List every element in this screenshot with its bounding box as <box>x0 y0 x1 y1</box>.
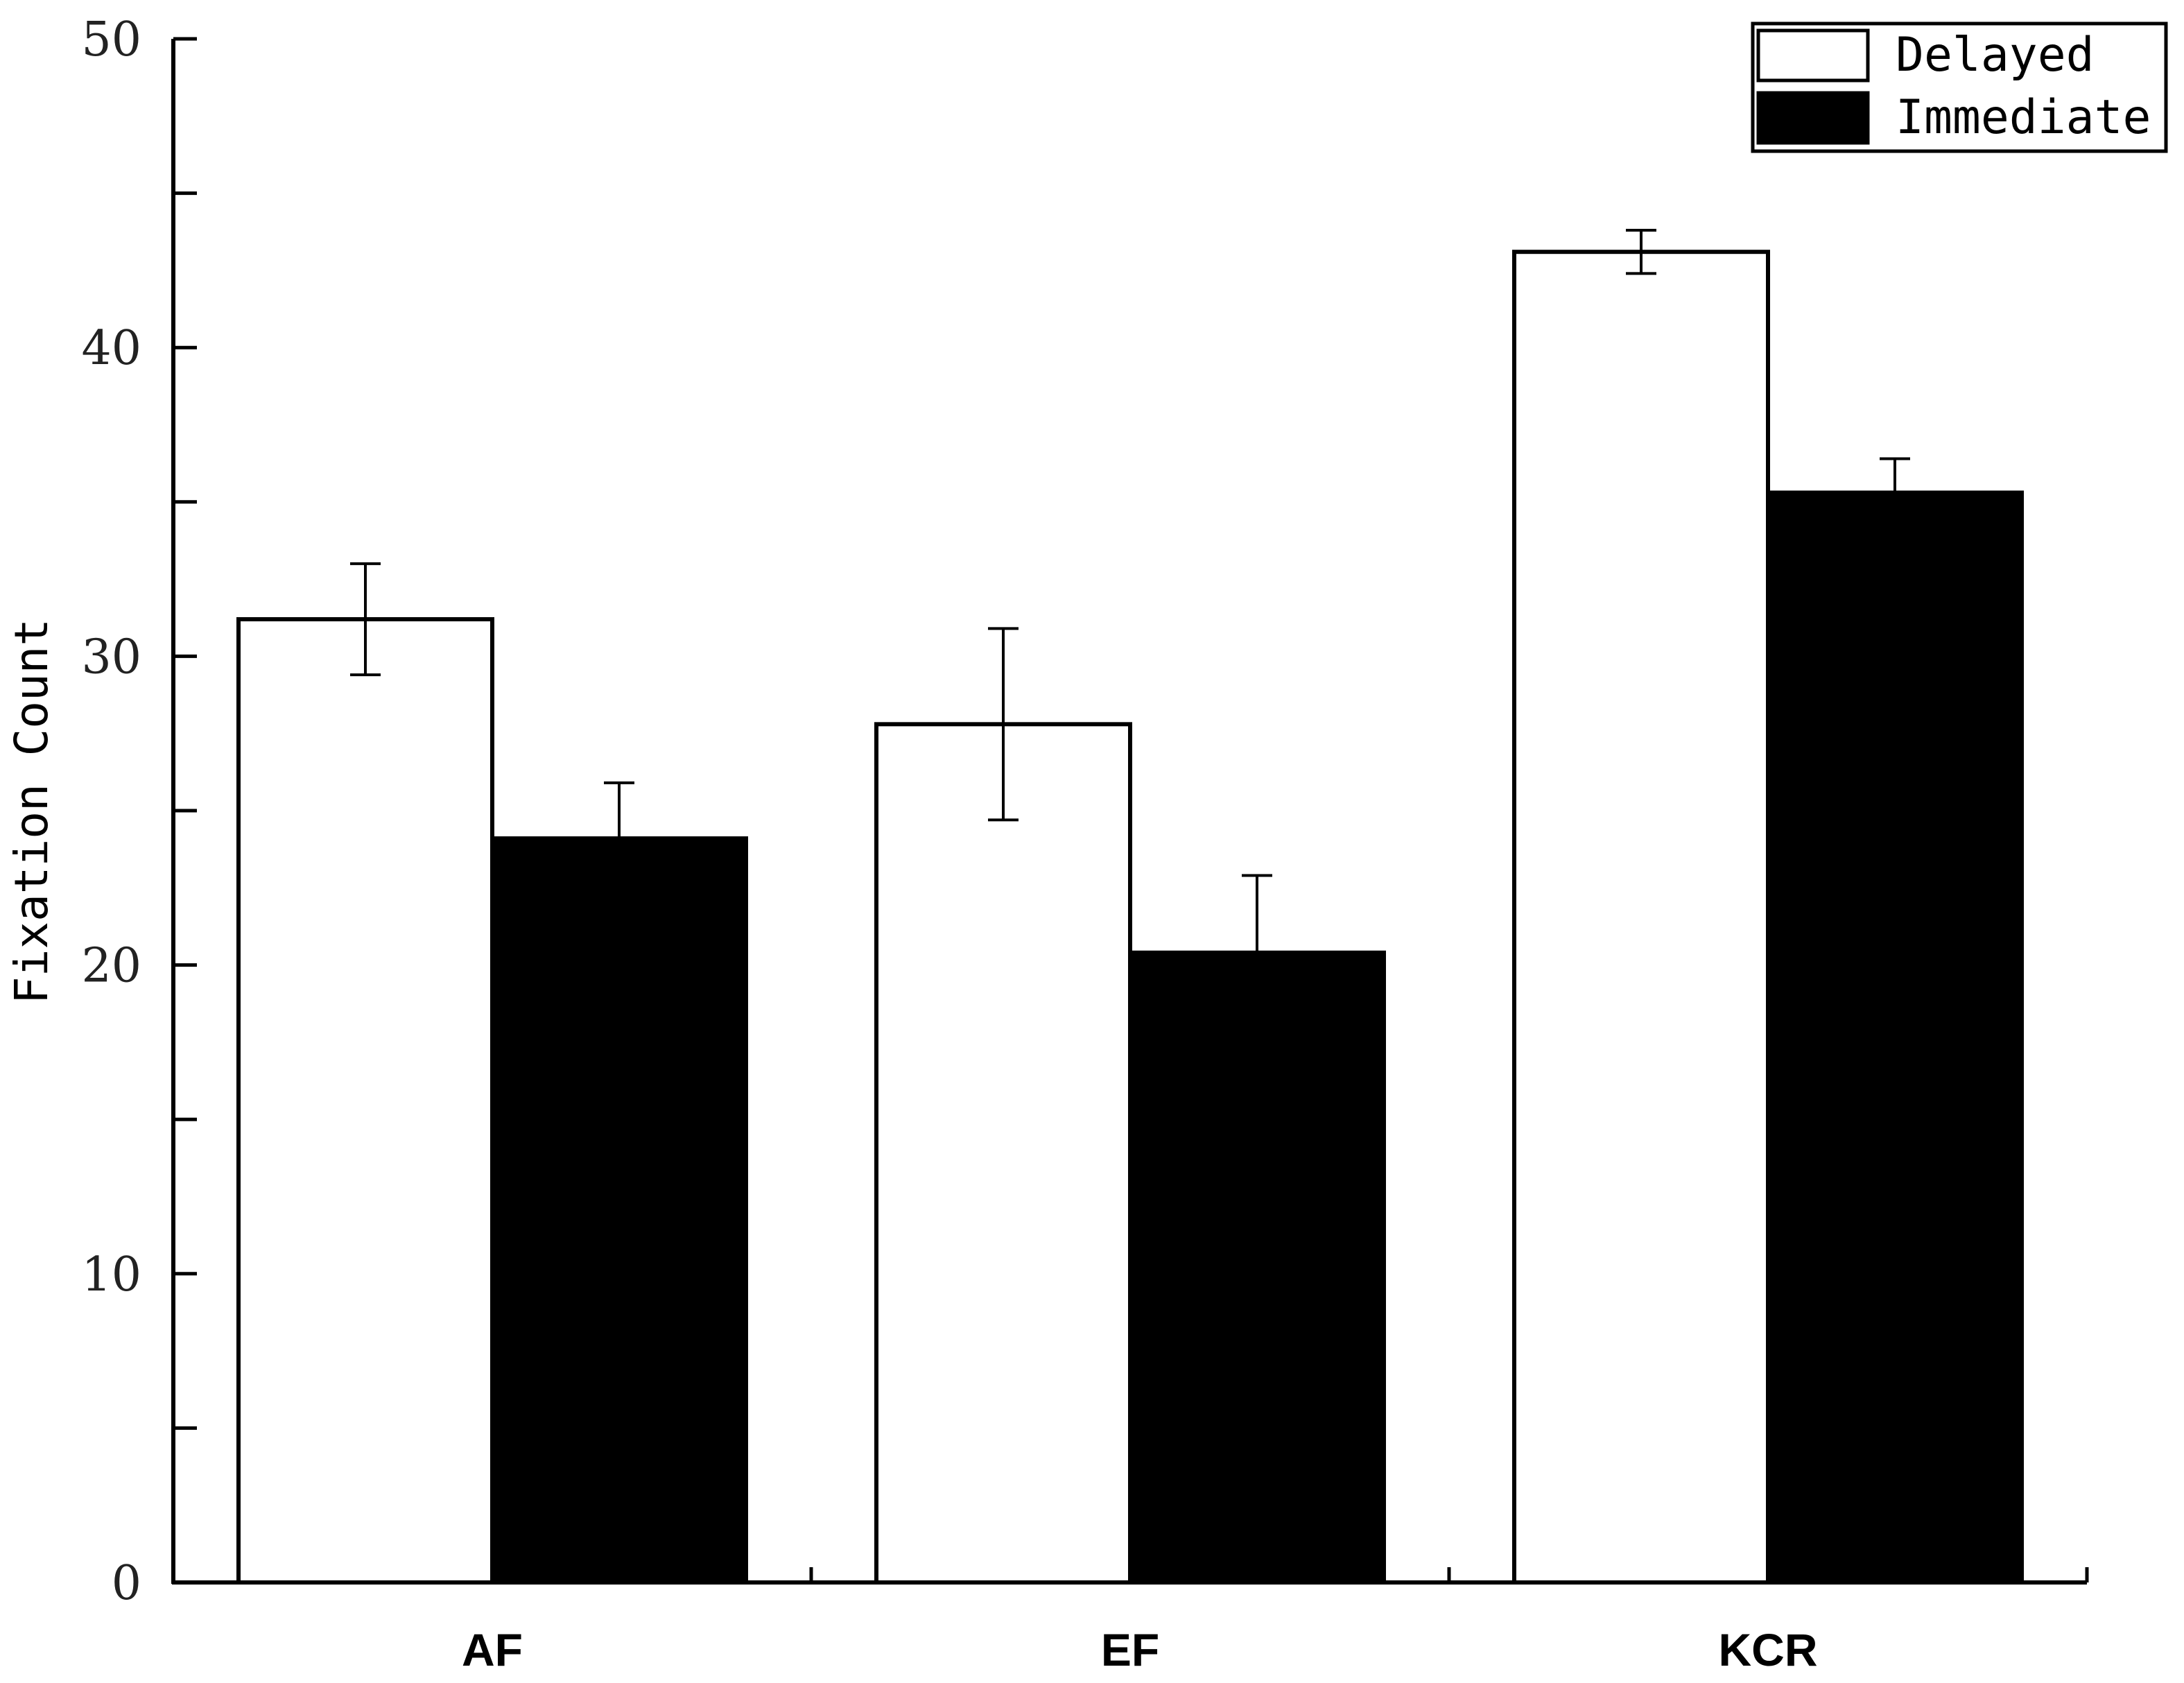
bar-immediate-kcr <box>1766 490 2024 1585</box>
x-tick-label-ef: EF <box>1101 1624 1159 1675</box>
error-bar-immediate-af <box>604 781 634 896</box>
y-tick-label: 40 <box>81 321 141 376</box>
y-tick-label: 20 <box>81 939 141 994</box>
x-tick-label-af: AF <box>462 1624 523 1675</box>
legend-swatch-delayed <box>1756 28 1870 83</box>
error-bars-layer <box>350 229 1910 1032</box>
error-bar-delayed-af <box>350 562 381 677</box>
y-tick-label: 30 <box>81 630 141 684</box>
error-bar-delayed-ef <box>988 627 1019 822</box>
error-bar-immediate-ef <box>1242 874 1272 1032</box>
bar-immediate-ef <box>1128 950 1386 1585</box>
y-axis-title: Fixation Count <box>5 619 58 1004</box>
y-tick-label: 0 <box>112 1556 141 1611</box>
y-tick-label: 50 <box>81 12 141 67</box>
y-tick-label: 10 <box>81 1248 141 1302</box>
bars-layer <box>236 250 2024 1585</box>
legend-label-immediate: Immediate <box>1896 90 2151 145</box>
bar-immediate-af <box>490 836 748 1585</box>
bar-delayed-af <box>236 616 494 1585</box>
bar-delayed-kcr <box>1512 250 1770 1585</box>
legend-swatch-immediate <box>1756 91 1870 145</box>
x-tick-label-kcr: KCR <box>1719 1624 1818 1675</box>
labels-layer: 0 10 20 30 40 50 AF EF KCR <box>81 12 1817 1675</box>
legend: Delayed Immediate <box>1751 21 2168 153</box>
axes-layer <box>171 37 2089 1585</box>
error-bar-delayed-kcr <box>1626 229 1656 275</box>
bar-delayed-ef <box>874 722 1132 1585</box>
error-bar-immediate-kcr <box>1880 457 1910 528</box>
legend-label-delayed: Delayed <box>1896 28 2095 83</box>
